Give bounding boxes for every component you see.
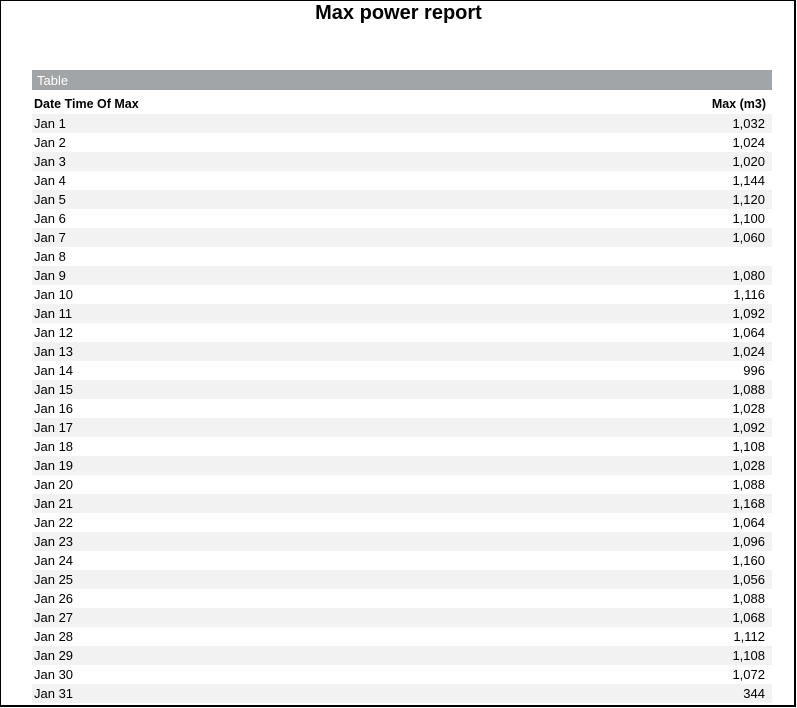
date-cell: Jan 25 (34, 572, 74, 587)
max-cell: 1,144 (732, 173, 765, 188)
max-cell: 1,088 (732, 477, 765, 492)
date-cell: Jan 14 (34, 363, 74, 378)
date-cell: Jan 16 (34, 401, 74, 416)
table-row: Jan 25 1,056 (32, 570, 772, 589)
max-cell: 1,100 (732, 211, 765, 226)
date-cell: Jan 13 (34, 344, 74, 359)
date-cell: Jan 17 (34, 420, 74, 435)
table-row: Jan 12 1,064 (32, 323, 772, 342)
date-cell: Jan 22 (34, 515, 74, 530)
max-cell: 1,116 (733, 287, 765, 302)
max-cell: 996 (743, 363, 765, 378)
table-header: Date Time Of Max Max (m3) (32, 95, 772, 113)
max-cell: 1,092 (732, 420, 765, 435)
table-row: Jan 28 1,112 (32, 627, 772, 646)
table-row: Jan 17 1,092 (32, 418, 772, 437)
table-row: Jan 1 1,032 (32, 114, 772, 133)
date-cell: Jan 3 (34, 154, 66, 169)
table-row: Jan 14 996 (32, 361, 772, 380)
date-cell: Jan 27 (34, 610, 74, 625)
max-cell: 1,108 (732, 648, 765, 663)
data-table: Jan 1 1,032 Jan 2 1,024 Jan 3 1,020 Jan 4 1,144… (32, 114, 772, 703)
max-cell: 1,112 (733, 629, 765, 644)
table-row: Jan 22 1,064 (32, 513, 772, 532)
table-row: Jan 2 1,024 (32, 133, 772, 152)
max-cell: 1,020 (732, 154, 765, 169)
table-row: Jan 29 1,108 (32, 646, 772, 665)
table-row: Jan 30 1,072 (32, 665, 772, 684)
table-row: Jan 11 1,092 (32, 304, 772, 323)
date-cell: Jan 23 (34, 534, 74, 549)
table-row: Jan 10 1,116 (32, 285, 772, 304)
report-title: Max power report (315, 2, 482, 24)
date-cell: Jan 5 (34, 192, 66, 207)
max-cell: 1,160 (732, 553, 765, 568)
max-cell: 1,072 (732, 667, 765, 682)
date-cell: Jan 7 (34, 230, 66, 245)
max-cell: 1,028 (732, 458, 765, 473)
table-row: Jan 16 1,028 (32, 399, 772, 418)
table-row: Jan 9 1,080 (32, 266, 772, 285)
table-row: Jan 21 1,168 (32, 494, 772, 513)
date-cell: Jan 4 (34, 173, 66, 188)
table-row: Jan 31 344 (32, 684, 772, 703)
table-row: Jan 6 1,100 (32, 209, 772, 228)
date-cell: Jan 18 (34, 439, 74, 454)
date-cell: Jan 29 (34, 648, 74, 663)
max-cell: 344 (743, 686, 765, 701)
table-row: Jan 4 1,144 (32, 171, 772, 190)
date-cell: Jan 12 (34, 325, 74, 340)
table-row: Jan 5 1,120 (32, 190, 772, 209)
date-cell: Jan 30 (34, 667, 74, 682)
date-cell: Jan 8 (34, 249, 66, 264)
date-cell: Jan 21 (34, 496, 74, 511)
max-cell: 1,032 (732, 116, 765, 131)
max-cell: 1,096 (732, 534, 765, 549)
table-row: Jan 24 1,160 (32, 551, 772, 570)
max-cell: 1,024 (732, 344, 765, 359)
column-header-date: Date Time Of Max (34, 97, 139, 111)
table-row: Jan 15 1,088 (32, 380, 772, 399)
max-cell: 1,064 (732, 515, 765, 530)
table-row: Jan 3 1,020 (32, 152, 772, 171)
table-row: Jan 18 1,108 (32, 437, 772, 456)
table-row: Jan 26 1,088 (32, 589, 772, 608)
date-cell: Jan 9 (34, 268, 66, 283)
max-cell: 1,120 (732, 192, 765, 207)
max-cell: 1,088 (732, 591, 765, 606)
table-row: Jan 8 (32, 247, 772, 266)
date-cell: Jan 15 (34, 382, 74, 397)
max-cell: 1,168 (732, 496, 765, 511)
section-header: Table (32, 70, 772, 90)
table-row: Jan 13 1,024 (32, 342, 772, 361)
date-cell: Jan 10 (34, 287, 74, 302)
max-cell: 1,024 (732, 135, 765, 150)
max-cell: 1,108 (732, 439, 765, 454)
max-cell: 1,060 (732, 230, 765, 245)
max-cell: 1,088 (732, 382, 765, 397)
table-row: Jan 20 1,088 (32, 475, 772, 494)
date-cell: Jan 28 (34, 629, 74, 644)
table-row: Jan 7 1,060 (32, 228, 772, 247)
max-cell: 1,028 (732, 401, 765, 416)
date-cell: Jan 19 (34, 458, 74, 473)
max-cell: 1,080 (732, 268, 765, 283)
date-cell: Jan 6 (34, 211, 66, 226)
max-cell: 1,056 (732, 572, 765, 587)
date-cell: Jan 11 (34, 306, 73, 321)
column-header-max: Max (m3) (711, 97, 766, 111)
max-cell: 1,068 (732, 610, 765, 625)
date-cell: Jan 20 (34, 477, 74, 492)
max-cell: 1,092 (732, 306, 765, 321)
date-cell: Jan 26 (34, 591, 74, 606)
date-cell: Jan 1 (34, 116, 66, 131)
max-cell: 1,064 (732, 325, 765, 340)
date-cell: Jan 31 (34, 686, 74, 701)
table-row: Jan 27 1,068 (32, 608, 772, 627)
date-cell: Jan 2 (34, 135, 66, 150)
date-cell: Jan 24 (34, 553, 74, 568)
table-row: Jan 23 1,096 (32, 532, 772, 551)
table-row: Jan 19 1,028 (32, 456, 772, 475)
